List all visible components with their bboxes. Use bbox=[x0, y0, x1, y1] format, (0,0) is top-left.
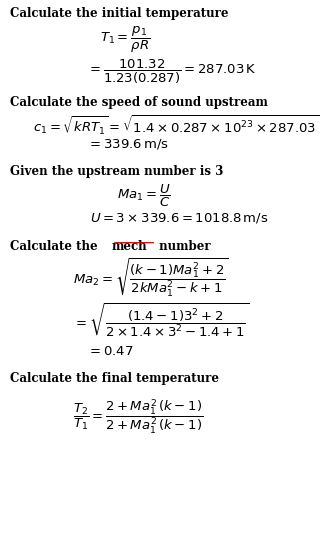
Text: Calculate the initial temperature: Calculate the initial temperature bbox=[10, 7, 228, 20]
Text: $= 339.6\,\mathrm{m/s}$: $= 339.6\,\mathrm{m/s}$ bbox=[87, 137, 169, 150]
Text: $= \dfrac{101.32}{1.23(0.287)} = 287.03\,\mathrm{K}$: $= \dfrac{101.32}{1.23(0.287)} = 287.03\… bbox=[87, 58, 257, 86]
Text: $Ma_1 = \dfrac{U}{C}$: $Ma_1 = \dfrac{U}{C}$ bbox=[117, 183, 171, 209]
Text: Given the upstream number is 3: Given the upstream number is 3 bbox=[10, 165, 223, 179]
Text: $c_1 = \sqrt{kRT_1} = \sqrt{1.4\times 0.287\times 10^{23}\times 287.03}$: $c_1 = \sqrt{kRT_1} = \sqrt{1.4\times 0.… bbox=[33, 114, 319, 137]
Text: $Ma_2 = \sqrt{\dfrac{(k-1)Ma_1^2 + 2}{2kMa_1^2 - k + 1}}$: $Ma_2 = \sqrt{\dfrac{(k-1)Ma_1^2 + 2}{2k… bbox=[73, 256, 229, 298]
Text: $\dfrac{T_2}{T_1} = \dfrac{2 + Ma_1^2\,(k-1)}{2 + Ma_1^2\,(k-1)}$: $\dfrac{T_2}{T_1} = \dfrac{2 + Ma_1^2\,(… bbox=[73, 397, 204, 436]
Text: $U = 3\times 339.6 = 1018.8\,\mathrm{m/s}$: $U = 3\times 339.6 = 1018.8\,\mathrm{m/s… bbox=[90, 211, 269, 225]
Text: $= \sqrt{\dfrac{(1.4-1)3^2 + 2}{2\times 1.4\times 3^2 - 1.4 + 1}}$: $= \sqrt{\dfrac{(1.4-1)3^2 + 2}{2\times … bbox=[73, 301, 250, 338]
Text: number: number bbox=[155, 240, 211, 253]
Text: Calculate the speed of sound upstream: Calculate the speed of sound upstream bbox=[10, 96, 268, 110]
Text: Calculate the final temperature: Calculate the final temperature bbox=[10, 372, 219, 385]
Text: mech: mech bbox=[112, 240, 148, 253]
Text: $T_1 = \dfrac{p_1}{\rho R}$: $T_1 = \dfrac{p_1}{\rho R}$ bbox=[100, 25, 150, 55]
Text: Calculate the: Calculate the bbox=[10, 240, 102, 253]
Text: $= 0.47$: $= 0.47$ bbox=[87, 345, 134, 359]
